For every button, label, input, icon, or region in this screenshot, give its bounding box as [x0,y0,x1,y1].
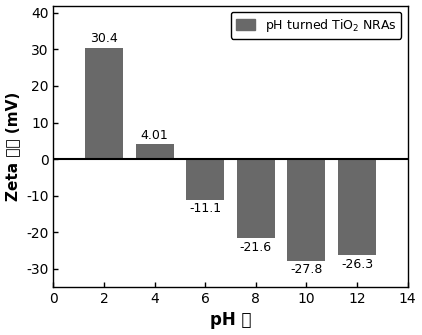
Text: -27.8: -27.8 [290,263,323,276]
Bar [85,48,123,159]
Text: 30.4: 30.4 [90,32,118,46]
Bar [186,159,224,200]
Bar [338,159,376,255]
Bar [287,159,325,261]
Text: -11.1: -11.1 [189,202,221,215]
Y-axis label: Zeta 电势 (mV): Zeta 电势 (mV) [5,92,21,201]
X-axis label: pH 倘: pH 倘 [210,312,252,329]
Bar [237,159,275,238]
Legend: pH turned TiO$_2$ NRAs: pH turned TiO$_2$ NRAs [231,12,401,39]
Text: -21.6: -21.6 [240,241,272,254]
Text: 4.01: 4.01 [141,129,168,142]
Bar [136,144,173,159]
Text: -26.3: -26.3 [341,258,373,271]
